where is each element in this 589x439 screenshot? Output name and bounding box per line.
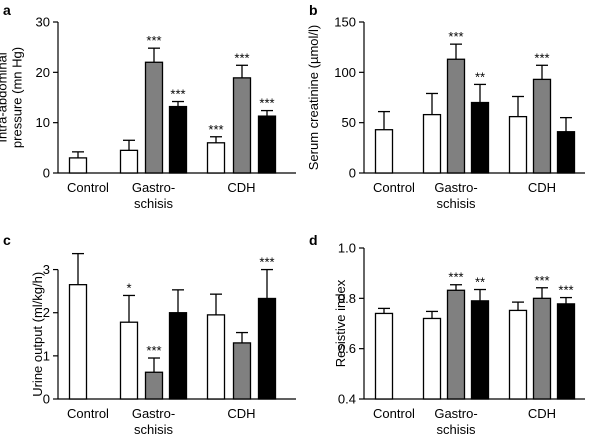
significance-label: *** bbox=[208, 122, 223, 137]
y-tick-label: 10 bbox=[36, 115, 50, 130]
panel-letter-b: b bbox=[309, 2, 318, 18]
category-label: schisis bbox=[134, 422, 174, 437]
bar-black bbox=[556, 303, 576, 400]
y-tick-label: 150 bbox=[334, 15, 356, 30]
significance-label: *** bbox=[170, 87, 185, 102]
category-label: CDH bbox=[528, 180, 556, 195]
chart-panel-b: 0 50 100 150 Serum creatinine (µmol/l) Contro… bbox=[306, 15, 585, 211]
bar-gray bbox=[144, 61, 164, 174]
bar-white bbox=[119, 149, 139, 174]
y-tick-label: 0.6 bbox=[338, 341, 356, 356]
bar-white bbox=[508, 115, 528, 174]
bar-white bbox=[206, 314, 226, 400]
category-label: Gastro- bbox=[434, 180, 477, 195]
bar-white bbox=[119, 321, 139, 400]
bar-gray bbox=[232, 342, 252, 400]
bar-white bbox=[68, 157, 88, 174]
significance-label: *** bbox=[259, 96, 274, 111]
bar-black bbox=[470, 300, 490, 400]
y-tick-label: 1.0 bbox=[338, 241, 356, 256]
significance-label: *** bbox=[448, 270, 463, 285]
bar-gray bbox=[232, 77, 252, 174]
significance-label: *** bbox=[146, 343, 161, 358]
category-label: Control bbox=[373, 180, 415, 195]
significance-label: *** bbox=[259, 255, 274, 270]
y-tick-label: 20 bbox=[36, 65, 50, 80]
bar-white bbox=[374, 129, 394, 174]
bar-gray bbox=[532, 78, 552, 174]
panel-letter-a: a bbox=[3, 2, 11, 18]
significance-label: ** bbox=[475, 69, 485, 84]
bar-black bbox=[556, 131, 576, 174]
y-tick-label: 0 bbox=[43, 392, 50, 407]
category-label: schisis bbox=[436, 422, 476, 437]
significance-label: *** bbox=[534, 273, 549, 288]
y-axis-label: Resistive index bbox=[333, 279, 348, 367]
category-label: Gastro- bbox=[434, 406, 477, 421]
significance-label: *** bbox=[534, 50, 549, 65]
bar-black bbox=[257, 297, 277, 400]
bar-gray bbox=[532, 297, 552, 400]
significance-label: ** bbox=[475, 275, 485, 290]
category-label: Control bbox=[373, 406, 415, 421]
y-tick-label: 0 bbox=[43, 166, 50, 181]
panel-letter-d: d bbox=[309, 232, 318, 248]
category-label: Gastro- bbox=[132, 180, 175, 195]
significance-label: *** bbox=[234, 50, 249, 65]
category-label: CDH bbox=[227, 406, 255, 421]
significance-label: * bbox=[126, 280, 131, 295]
y-tick-label: 50 bbox=[342, 115, 356, 130]
y-tick-label: 3 bbox=[43, 262, 50, 277]
bar-gray bbox=[144, 371, 164, 400]
bar-gray bbox=[446, 289, 466, 400]
significance-label: *** bbox=[448, 29, 463, 44]
y-axis-label: Intra-abdominal bbox=[0, 52, 10, 142]
y-axis-label: pressure (mn Hg) bbox=[10, 47, 25, 148]
category-label: Control bbox=[67, 180, 109, 195]
category-label: Gastro- bbox=[132, 406, 175, 421]
bar-white bbox=[206, 142, 226, 174]
y-tick-label: 1 bbox=[43, 348, 50, 363]
y-axis-label: Urine output (ml/kg/h) bbox=[30, 272, 45, 397]
bar-white bbox=[422, 113, 442, 174]
bar-white bbox=[422, 317, 442, 400]
panel-letter-c: c bbox=[3, 232, 11, 248]
y-tick-label: 0.8 bbox=[338, 291, 356, 306]
category-label: CDH bbox=[227, 180, 255, 195]
bar-black bbox=[168, 312, 188, 400]
category-label: Control bbox=[67, 406, 109, 421]
bar-black bbox=[257, 115, 277, 174]
bar-white bbox=[508, 309, 528, 400]
y-axis-label: Serum creatinine (µmol/l) bbox=[306, 25, 321, 170]
y-tick-label: 0 bbox=[349, 166, 356, 181]
significance-label: *** bbox=[146, 33, 161, 48]
y-tick-label: 0.4 bbox=[338, 392, 356, 407]
category-label: schisis bbox=[436, 196, 476, 211]
y-tick-label: 30 bbox=[36, 15, 50, 30]
bar-black bbox=[470, 101, 490, 174]
category-label: CDH bbox=[528, 406, 556, 421]
bar-gray bbox=[446, 58, 466, 174]
bar-black bbox=[168, 105, 188, 174]
bar-white bbox=[374, 312, 394, 400]
y-tick-label: 100 bbox=[334, 65, 356, 80]
significance-label: *** bbox=[558, 283, 573, 298]
bar-white bbox=[68, 284, 88, 400]
category-label: schisis bbox=[134, 196, 174, 211]
chart-panel-a: 0 10 20 30 Intra-abdominal pressure (mn Hg) Co… bbox=[0, 15, 296, 211]
y-tick-label: 2 bbox=[43, 305, 50, 320]
